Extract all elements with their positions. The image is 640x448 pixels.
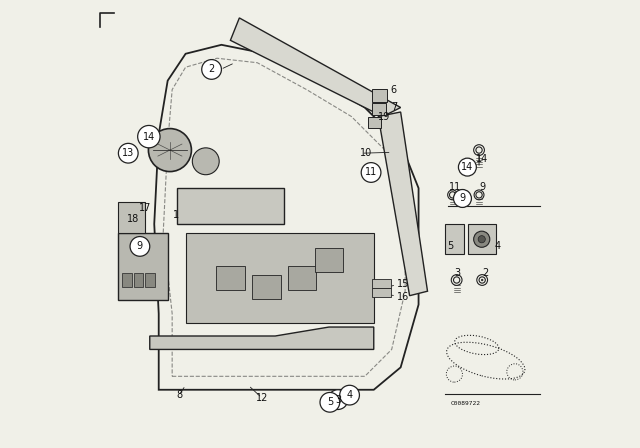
Text: 18: 18 bbox=[127, 214, 140, 224]
FancyBboxPatch shape bbox=[468, 224, 495, 254]
Circle shape bbox=[130, 237, 150, 256]
Circle shape bbox=[148, 129, 191, 172]
Text: 11: 11 bbox=[449, 182, 461, 192]
Text: 12: 12 bbox=[255, 393, 268, 403]
Text: 2: 2 bbox=[209, 65, 214, 74]
Text: 9: 9 bbox=[460, 194, 465, 203]
Text: 11: 11 bbox=[365, 168, 377, 177]
Circle shape bbox=[340, 385, 360, 405]
Circle shape bbox=[481, 279, 483, 281]
FancyBboxPatch shape bbox=[315, 248, 343, 272]
Polygon shape bbox=[150, 327, 374, 349]
FancyBboxPatch shape bbox=[445, 224, 464, 254]
Polygon shape bbox=[177, 188, 284, 224]
Polygon shape bbox=[118, 233, 168, 300]
Circle shape bbox=[454, 190, 472, 207]
FancyBboxPatch shape bbox=[372, 288, 391, 297]
Circle shape bbox=[192, 148, 219, 175]
Text: 2: 2 bbox=[482, 268, 488, 278]
Text: 6: 6 bbox=[391, 86, 397, 95]
FancyBboxPatch shape bbox=[134, 273, 143, 287]
Text: 9: 9 bbox=[137, 241, 143, 251]
Text: 5: 5 bbox=[447, 241, 453, 250]
Text: 17: 17 bbox=[139, 203, 152, 213]
FancyBboxPatch shape bbox=[216, 266, 244, 290]
Circle shape bbox=[458, 158, 476, 176]
FancyBboxPatch shape bbox=[252, 275, 280, 299]
Text: 7: 7 bbox=[391, 102, 397, 112]
Text: 8: 8 bbox=[177, 390, 183, 400]
FancyBboxPatch shape bbox=[372, 279, 391, 288]
Circle shape bbox=[328, 390, 348, 409]
Text: 10: 10 bbox=[360, 148, 372, 158]
Circle shape bbox=[138, 125, 160, 148]
Text: 14: 14 bbox=[461, 162, 474, 172]
Text: 16: 16 bbox=[397, 292, 409, 302]
Text: 13: 13 bbox=[122, 148, 134, 158]
Polygon shape bbox=[230, 18, 401, 116]
Polygon shape bbox=[186, 233, 374, 323]
Text: 15: 15 bbox=[397, 280, 409, 289]
Circle shape bbox=[361, 163, 381, 182]
Text: 19: 19 bbox=[378, 112, 390, 122]
FancyBboxPatch shape bbox=[122, 273, 132, 287]
Circle shape bbox=[118, 143, 138, 163]
FancyBboxPatch shape bbox=[369, 117, 381, 128]
Text: 4: 4 bbox=[346, 390, 353, 400]
Text: 9: 9 bbox=[479, 182, 485, 192]
FancyBboxPatch shape bbox=[288, 266, 316, 290]
Text: 5: 5 bbox=[327, 397, 333, 407]
FancyBboxPatch shape bbox=[145, 273, 155, 287]
Circle shape bbox=[478, 236, 485, 243]
Text: 14: 14 bbox=[476, 154, 488, 164]
Circle shape bbox=[202, 60, 221, 79]
FancyBboxPatch shape bbox=[371, 89, 387, 102]
Polygon shape bbox=[118, 202, 145, 233]
Text: 3: 3 bbox=[335, 395, 341, 405]
Text: C0089722: C0089722 bbox=[451, 401, 481, 406]
FancyBboxPatch shape bbox=[371, 103, 386, 115]
Text: 3: 3 bbox=[454, 268, 460, 278]
Circle shape bbox=[474, 231, 490, 247]
Text: 14: 14 bbox=[143, 132, 155, 142]
Text: 1: 1 bbox=[173, 210, 179, 220]
Circle shape bbox=[320, 392, 340, 412]
Polygon shape bbox=[378, 112, 428, 296]
Text: 4: 4 bbox=[495, 241, 501, 250]
